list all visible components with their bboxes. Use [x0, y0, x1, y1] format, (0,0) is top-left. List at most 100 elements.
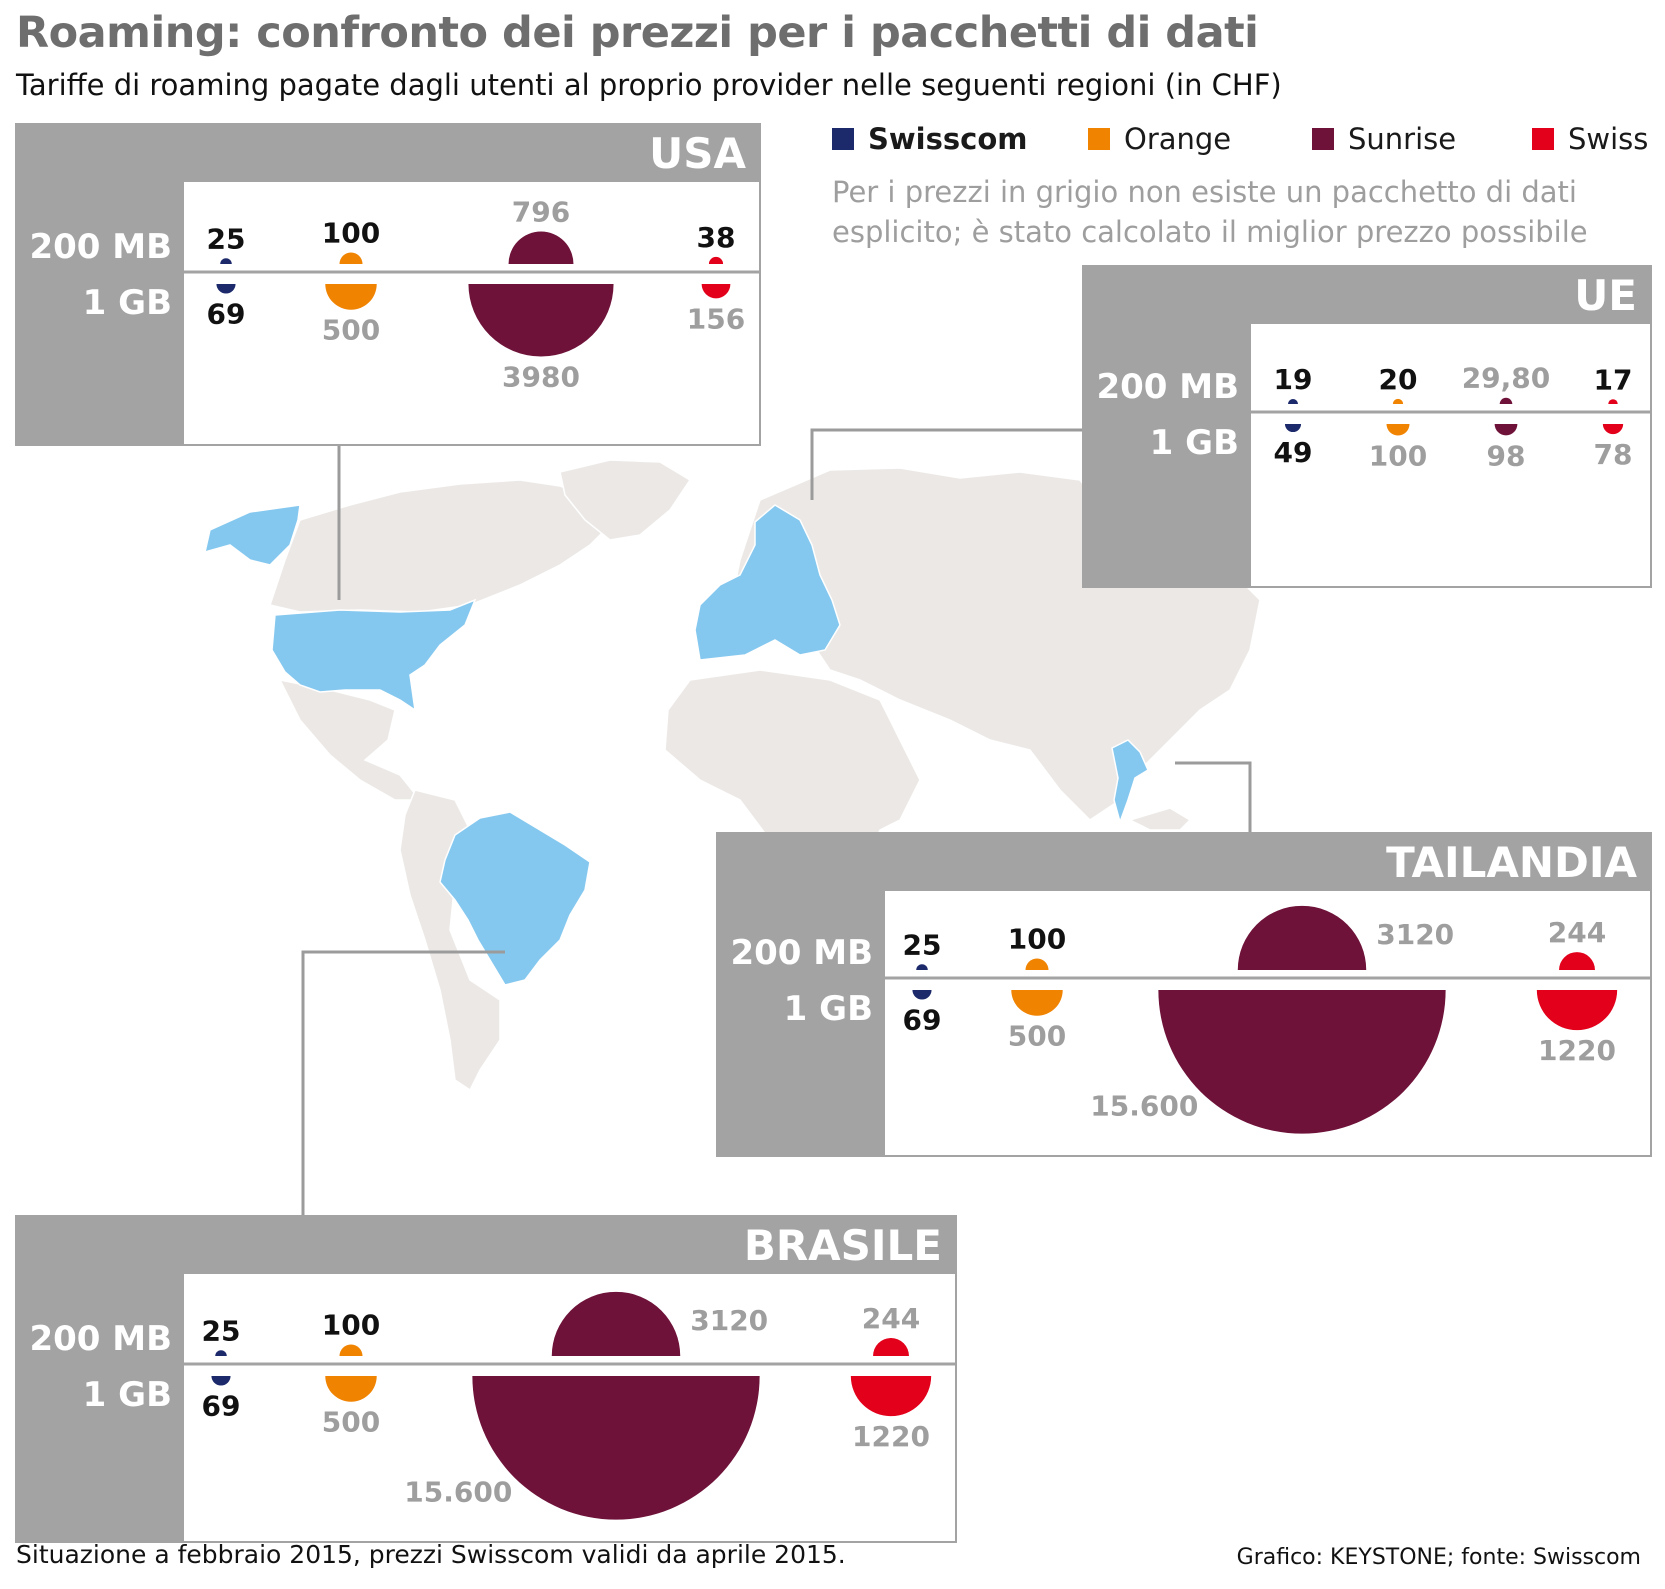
value-label-200mb-orange: 100: [322, 217, 380, 250]
page-subtitle: Tariffe di roaming pagate dagli utenti a…: [16, 68, 1282, 102]
value-label-1gb-swisscom: 49: [1274, 436, 1313, 469]
map-alaska: [203, 504, 301, 566]
row-label-200mb: 200 MB: [1096, 367, 1239, 407]
connector-ue: [810, 428, 1083, 500]
mark-1gb-orange: [325, 1376, 377, 1402]
value-label-200mb-swisscom: 19: [1274, 363, 1313, 396]
value-label-200mb-orange: 100: [1008, 923, 1066, 956]
region-title: UE: [1574, 271, 1637, 320]
mark-1gb-swiss: [850, 1376, 932, 1417]
value-label-1gb-swisscom: 69: [202, 1390, 241, 1423]
mark-200mb-swiss: [873, 1338, 909, 1356]
value-label-200mb-orange: 20: [1379, 363, 1418, 396]
legend-label-swisscom: Swisscom: [868, 122, 1028, 156]
row-label-column: [717, 833, 885, 1156]
panel-ue-chart: UE 200 MB 1 GB 19 20 29,80 17 49 100 98 78: [1082, 265, 1652, 588]
connector-tailandia: [1175, 761, 1252, 833]
row-label-1gb: 1 GB: [83, 1375, 172, 1415]
page-title: Roaming: confronto dei prezzi per i pacc…: [16, 8, 1259, 58]
map-eu: [694, 504, 841, 661]
value-label-1gb-orange: 500: [322, 1406, 380, 1439]
mark-1gb-sunrise: [472, 1376, 760, 1520]
mark-1gb-swiss: [1536, 990, 1618, 1031]
row-label-1gb: 1 GB: [784, 989, 873, 1029]
value-label-1gb-sunrise: 15.600: [404, 1476, 512, 1509]
mark-1gb-swisscom: [216, 284, 236, 294]
value-label-200mb-sunrise: 29,80: [1462, 362, 1551, 395]
panel-tailandia-chart: TAILANDIA 200 MB 1 GB 25 100 3120 244 69 500 15.6…: [716, 832, 1652, 1157]
connector-brasile: [301, 950, 505, 1216]
legend-label-orange: Orange: [1124, 122, 1232, 156]
region-title: TAILANDIA: [1386, 838, 1637, 887]
legend-swatch-orange: [1088, 128, 1110, 150]
row-label-column: [16, 1216, 184, 1542]
mark-200mb-swiss: [708, 256, 724, 264]
map-brazil: [439, 811, 591, 986]
legend-orange: Orange: [1088, 122, 1231, 156]
mark-200mb-orange: [1392, 398, 1404, 404]
mark-1gb-orange: [1386, 424, 1410, 436]
value-label-1gb-swisscom: 69: [903, 1004, 942, 1037]
value-label-200mb-sunrise: 3120: [1376, 918, 1454, 951]
value-label-1gb-sunrise: 3980: [502, 361, 580, 394]
value-label-200mb-orange: 100: [322, 1309, 380, 1342]
mark-200mb-sunrise: [1499, 397, 1513, 404]
row-label-200mb: 200 MB: [29, 1319, 172, 1359]
value-label-200mb-swisscom: 25: [202, 1314, 241, 1347]
legend-swatch-swisscom: [832, 128, 854, 150]
value-label-1gb-orange: 500: [1008, 1020, 1066, 1053]
mark-200mb-sunrise: [551, 1291, 681, 1356]
value-label-1gb-orange: 500: [322, 314, 380, 347]
value-label-1gb-swiss: 156: [687, 302, 745, 335]
legend-swatch-swiss: [1532, 128, 1554, 150]
value-label-1gb-swiss: 1220: [1538, 1034, 1616, 1067]
value-label-1gb-swisscom: 69: [207, 298, 246, 331]
footer-note: Situazione a febbraio 2015, prezzi Swiss…: [16, 1540, 846, 1569]
mark-1gb-sunrise: [468, 284, 614, 357]
mark-200mb-orange: [339, 1344, 363, 1356]
mark-200mb-orange: [339, 252, 363, 264]
mark-1gb-swisscom: [211, 1376, 231, 1386]
row-label-200mb: 200 MB: [29, 227, 172, 267]
mark-200mb-orange: [1025, 958, 1049, 970]
map-canada: [269, 479, 616, 613]
value-label-200mb-swisscom: 25: [903, 928, 942, 961]
mark-1gb-swiss: [701, 284, 731, 299]
value-label-1gb-swiss: 78: [1594, 438, 1633, 471]
mark-1gb-swisscom: [912, 990, 932, 1000]
value-label-200mb-swiss: 38: [697, 221, 736, 254]
mark-200mb-swiss: [1608, 399, 1618, 404]
legend-swatch-sunrise: [1312, 128, 1334, 150]
panel-brasile-chart: BRASILE 200 MB 1 GB 25 100 3120 244 69 500 15.600…: [15, 1215, 957, 1543]
legend: Swisscom Orange Sunrise Swiss: [832, 122, 1648, 158]
row-label-1gb: 1 GB: [1150, 423, 1239, 463]
legend-swiss: Swiss: [1532, 122, 1648, 156]
mark-200mb-sunrise: [508, 231, 574, 264]
map-usa: [271, 598, 477, 712]
map-mexico: [278, 678, 422, 801]
map-greenland: [559, 459, 692, 541]
value-label-1gb-sunrise: 15.600: [1090, 1090, 1198, 1123]
legend-label-sunrise: Sunrise: [1348, 122, 1457, 156]
region-title: BRASILE: [744, 1221, 942, 1270]
mark-1gb-swisscom: [1284, 424, 1302, 433]
panel-usa-chart: USA 200 MB 1 GB 25 100 796 38 69 500 3980 156: [15, 123, 761, 446]
value-label-200mb-sunrise: 796: [512, 196, 570, 229]
map-thailand: [1111, 739, 1149, 825]
value-label-200mb-swiss: 244: [1548, 916, 1606, 949]
map-highlight-regions: [203, 504, 1149, 986]
mark-1gb-swiss: [1602, 424, 1624, 435]
legend-label-swiss: Swiss: [1568, 122, 1649, 156]
row-label-column: [1083, 266, 1251, 587]
panel-usa: USA 200 MB 1 GB 25 100 796 38 69 500 3980 156: [15, 123, 761, 446]
value-label-1gb-sunrise: 98: [1487, 439, 1526, 472]
panel-brasile: BRASILE 200 MB 1 GB 25 100 3120 244 69 500 15.600…: [15, 1215, 957, 1543]
value-label-200mb-sunrise: 3120: [690, 1304, 768, 1337]
legend-swisscom: Swisscom: [832, 122, 1027, 156]
panel-tailandia: TAILANDIA 200 MB 1 GB 25 100 3120 244 69 500 15.6…: [716, 832, 1652, 1157]
mark-200mb-swisscom: [220, 258, 232, 264]
footer-source: Grafico: KEYSTONE; fonte: Swisscom: [1236, 1545, 1641, 1570]
value-label-1gb-orange: 100: [1369, 440, 1427, 473]
value-label-200mb-swisscom: 25: [207, 222, 246, 255]
value-label-200mb-swiss: 244: [862, 1302, 920, 1335]
